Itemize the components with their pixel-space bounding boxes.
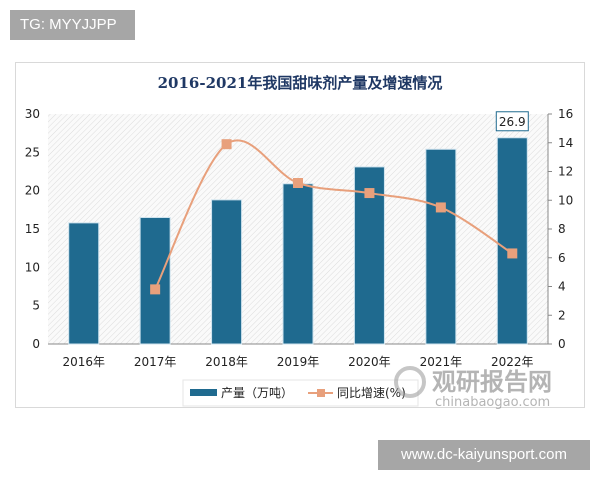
watermark-tag: TG: MYYJJPP: [10, 10, 135, 40]
legend-line-marker: [317, 389, 325, 397]
y-right-tick-label: 2: [558, 308, 566, 322]
bar-2016年: [68, 222, 100, 345]
chart-frame: [15, 62, 585, 408]
y-right-tick-label: 4: [558, 280, 566, 294]
growth-point: [293, 178, 303, 188]
chart-title: 2016-2021年我国甜味剂产量及增速情况: [158, 74, 443, 92]
x-tick-label: 2019年: [277, 355, 320, 369]
x-tick-label: 2018年: [205, 355, 248, 369]
y-left-tick-label: 15: [25, 222, 40, 236]
x-tick-label: 2022年: [491, 355, 534, 369]
y-right-tick-label: 16: [558, 107, 573, 121]
logo-emblem-icon: [394, 366, 426, 398]
bar-2017年: [139, 217, 171, 345]
bar-2021年: [425, 148, 457, 345]
y-right-tick-label: 10: [558, 193, 573, 207]
data-label-box: [495, 111, 529, 132]
bar-2018年: [211, 199, 243, 345]
y-left-tick-label: 25: [25, 145, 40, 159]
growth-point: [364, 188, 375, 199]
y-left-tick-label: 30: [25, 107, 40, 121]
y-left-tick-label: 20: [25, 184, 40, 198]
y-left-tick-label: 10: [25, 260, 40, 274]
x-tick-label: 2016年: [62, 355, 105, 369]
growth-point: [507, 248, 518, 259]
legend: 产量（万吨） 同比增速(%): [182, 379, 419, 407]
site-label[interactable]: www.dc-kaiyunsport.com: [378, 440, 590, 470]
growth-point: [150, 284, 161, 295]
growth-point: [435, 202, 446, 213]
data-label: 26.9: [499, 115, 526, 129]
legend-line-label: 同比增速(%): [337, 386, 406, 400]
logo: 观研报告网 chinabaogao.com: [394, 366, 552, 410]
y-right-tick-label: 6: [558, 251, 566, 265]
logo-cn: 观研报告网: [432, 368, 552, 396]
bar-2020年: [353, 166, 385, 345]
bar-2022年: [496, 137, 528, 345]
legend-bar-label: 产量（万吨）: [221, 386, 293, 400]
x-tick-label: 2020年: [348, 355, 391, 369]
y-right-tick-label: 14: [558, 136, 573, 150]
y-left-tick-label: 0: [32, 337, 40, 351]
y-right-tick-label: 8: [558, 222, 566, 236]
y-right-tick-label: 0: [558, 337, 566, 351]
logo-en: chinabaogao.com: [435, 395, 550, 410]
bar-2019年: [282, 183, 314, 345]
y-right-tick-label: 12: [558, 165, 573, 179]
x-tick-label: 2021年: [420, 355, 463, 369]
legend-bar-swatch: [190, 389, 217, 396]
y-left-tick-label: 5: [32, 299, 40, 313]
growth-point: [221, 139, 232, 150]
x-tick-label: 2017年: [134, 355, 177, 369]
